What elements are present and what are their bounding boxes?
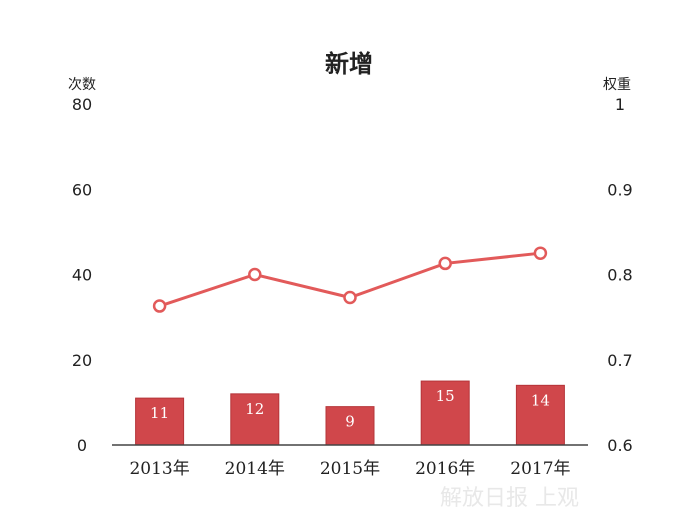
bar-data-label: 15 [436,387,455,405]
x-tick-label: 2013年 [129,459,189,479]
y-right-tick-label: 0.6 [607,436,632,455]
bar [230,393,280,446]
line-point [533,246,548,260]
x-tick-label: 2014年 [225,459,285,479]
x-tick-label: 2015年 [320,459,380,479]
y-left-tick-label: 60 [72,180,92,199]
line-point [248,267,262,282]
bar-data-label: 11 [150,404,169,422]
line-point [343,290,357,305]
y-right-tick-label: 1 [615,95,625,114]
bar-data-label: 9 [345,413,355,431]
bar [135,397,185,446]
y-right-tick-label: 0.8 [607,266,632,285]
bar-data-label: 14 [531,391,550,409]
y-left-axis-title: 次数 [68,77,96,93]
watermark: 解放日报 上观 [440,486,579,511]
y-left-tick-label: 80 [72,95,92,114]
bar-data-labels: 11 12 9 15 14 [150,387,550,431]
bar [420,380,470,446]
line-point [152,299,167,313]
bar-series [135,380,565,446]
y-right-axis-title: 权重 [603,77,631,93]
watermark-text: 解放日报 上观 [440,486,579,511]
x-tick-label: 2017年 [510,459,570,479]
x-tick-labels: 2013年 2014年 2015年 2016年 2017年 [129,459,570,479]
line-point [438,256,452,271]
y-right-tick-label: 0.9 [607,180,632,199]
y-right-tick-label: 0.7 [607,351,632,370]
y-left-ticks: 0 20 40 60 80 [72,95,92,455]
chart-title: 新增 [325,50,373,78]
y-left-tick-label: 40 [72,266,92,285]
y-left-tick-label: 20 [72,351,92,370]
y-right-ticks: 0.6 0.7 0.8 0.9 1 [607,95,632,455]
bar-data-label: 12 [245,400,264,418]
weight-points [152,246,548,313]
y-left-tick-label: 0 [77,436,87,455]
x-tick-label: 2016年 [415,459,475,479]
